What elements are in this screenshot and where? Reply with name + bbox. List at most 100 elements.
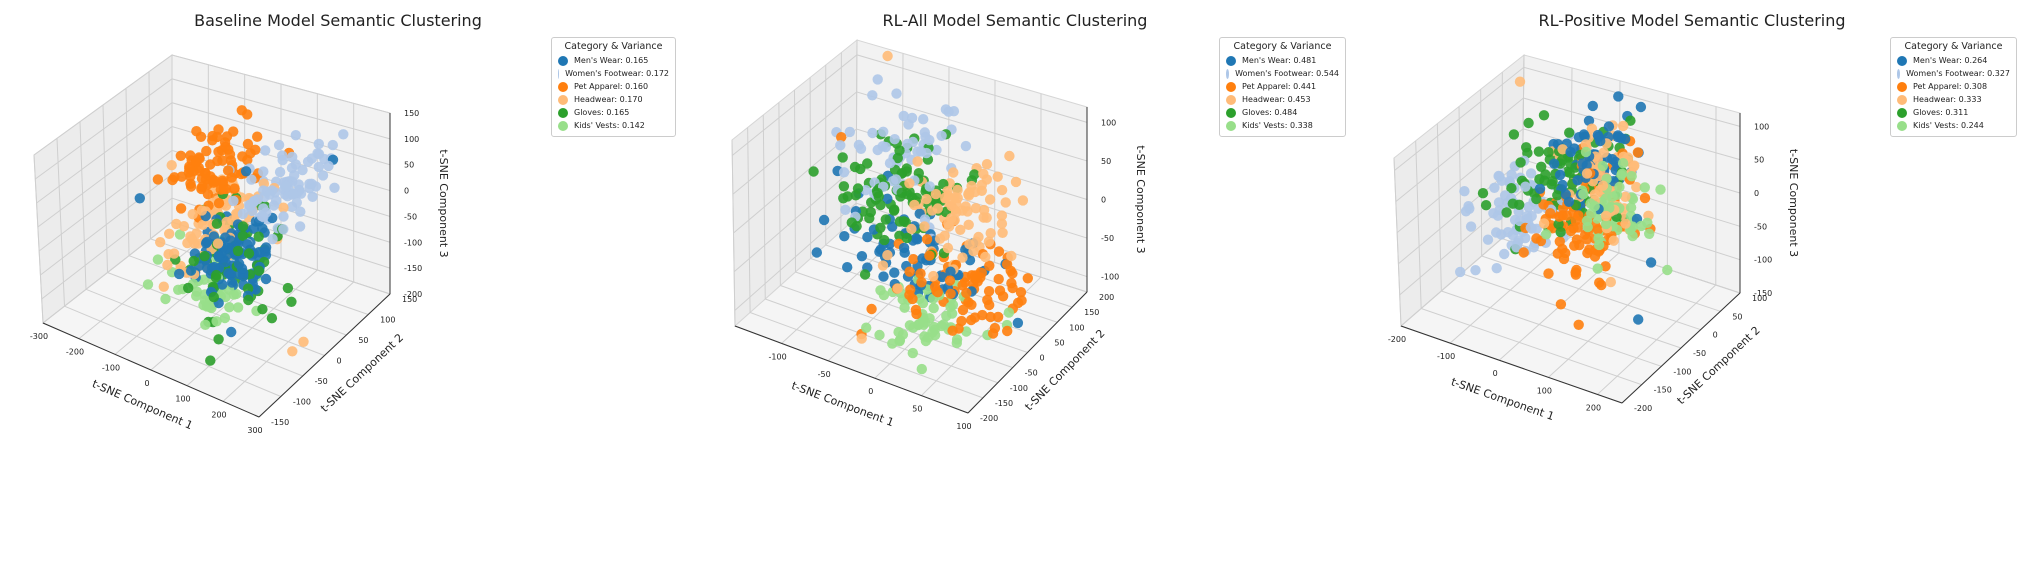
scatter-point xyxy=(911,308,922,320)
legend-label: Men's Wear: 0.264 xyxy=(1913,56,1988,65)
scatter-point xyxy=(838,167,850,178)
x-axis-line xyxy=(734,325,969,414)
scatter-point xyxy=(217,175,228,186)
scatter-point xyxy=(901,232,913,244)
x-tick-label: -200 xyxy=(1388,335,1406,344)
x-tick-label: 100 xyxy=(956,422,971,431)
legend: Category & Variance Men's Wear: 0.481 Wo… xyxy=(1219,37,1346,137)
scatter-point xyxy=(894,336,905,347)
scatter-point xyxy=(947,299,959,311)
scatter-point xyxy=(1552,248,1563,259)
scatter-point xyxy=(286,296,297,307)
scatter-point xyxy=(1572,222,1584,233)
y-tick-label: -150 xyxy=(995,399,1013,408)
scatter-point xyxy=(1581,168,1593,179)
scatter-point xyxy=(996,184,1008,196)
scatter-point xyxy=(898,110,909,122)
scatter-point xyxy=(907,347,918,359)
scatter-point xyxy=(1600,261,1611,272)
scatter-point xyxy=(889,204,900,215)
scatter-point xyxy=(970,203,982,214)
legend-label: Men's Wear: 0.481 xyxy=(1242,56,1317,65)
scatter-point xyxy=(1636,220,1647,232)
scatter-point xyxy=(983,236,995,247)
scatter-point xyxy=(969,169,980,180)
scatter-point xyxy=(838,181,850,192)
scatter-point xyxy=(1625,202,1637,213)
scatter-point xyxy=(945,288,956,299)
scatter-point xyxy=(851,221,862,232)
scatter-point xyxy=(844,126,855,138)
scatter-point xyxy=(962,206,973,217)
scatter-point xyxy=(940,192,951,203)
y-axis-line xyxy=(1621,292,1741,404)
scatter-point xyxy=(860,185,871,196)
scatter-point xyxy=(1543,147,1554,158)
legend: Category & Variance Men's Wear: 0.165 Wo… xyxy=(551,37,676,137)
scatter-point xyxy=(904,289,915,301)
scatter-point xyxy=(879,234,890,246)
scatter-point xyxy=(295,188,307,199)
scatter-point xyxy=(197,219,209,230)
scatter-point xyxy=(338,129,349,140)
gridline-z xyxy=(1396,128,1741,234)
chart-panel-rl-all: RL-All Model Semantic Clustering -100 -50 0… xyxy=(677,0,1354,568)
scatter-point xyxy=(225,269,236,280)
y-tick-label: -150 xyxy=(271,418,289,427)
scatter-point xyxy=(865,206,876,218)
scatter-point xyxy=(882,250,893,261)
scatter-point xyxy=(993,273,1004,285)
scatter-point xyxy=(1635,101,1647,113)
scatter-point xyxy=(862,231,873,243)
legend-swatch xyxy=(558,120,568,131)
legend-swatch xyxy=(1897,55,1907,66)
legend-swatch xyxy=(558,94,568,105)
scatter-point xyxy=(307,191,318,202)
scatter-point xyxy=(861,322,872,333)
chart-title: RL-All Model Semantic Clustering xyxy=(883,11,1148,30)
scatter-point xyxy=(996,218,1008,229)
scatter-point xyxy=(1611,189,1623,200)
legend-swatch xyxy=(1226,94,1236,105)
scatter-point xyxy=(1538,199,1549,210)
z-tick-label: 0 xyxy=(404,187,409,196)
scatter-point xyxy=(1605,276,1616,288)
scatter-point xyxy=(240,166,252,177)
scatter-point xyxy=(313,161,324,173)
legend-swatch xyxy=(1226,68,1230,79)
scatter-point xyxy=(1520,181,1531,192)
z-tick-label: 50 xyxy=(1754,156,1764,165)
z-tick-label: -50 xyxy=(404,212,417,221)
scatter-point xyxy=(226,277,238,288)
scatter-point xyxy=(208,291,219,303)
legend-label: Women's Footwear: 0.327 xyxy=(1906,69,2010,78)
scatter-point xyxy=(992,311,1004,323)
scatter-point xyxy=(199,251,210,262)
z-tick-label: -50 xyxy=(1101,234,1114,243)
scatter-point xyxy=(189,238,200,249)
z-tick-label: -200 xyxy=(404,290,422,299)
scatter-point xyxy=(237,230,249,241)
scatter-point xyxy=(936,130,947,141)
scatter-point xyxy=(287,151,298,163)
scatter-point xyxy=(921,234,933,245)
scatter-point xyxy=(1578,188,1589,200)
scatter-point xyxy=(1597,160,1608,172)
scatter-point xyxy=(242,239,253,250)
scatter-point xyxy=(1612,131,1624,143)
scatter-point xyxy=(152,254,164,265)
scatter-point xyxy=(211,131,223,143)
z-axis-label: t-SNE Component 3 xyxy=(437,149,450,257)
scatter-point xyxy=(1632,147,1644,158)
scatter-point xyxy=(183,282,194,294)
scatter-point xyxy=(195,131,207,142)
scatter-point xyxy=(1614,181,1625,193)
gridline-z xyxy=(732,91,1088,195)
legend-item: Pet Apparel: 0.160 xyxy=(558,80,669,93)
scatter-point xyxy=(996,210,1008,221)
legend-swatch xyxy=(1897,94,1907,105)
scatter-point xyxy=(1506,183,1517,194)
z-tick-label: -150 xyxy=(404,264,422,273)
scatter-point xyxy=(1603,121,1615,132)
scatter-point xyxy=(260,273,272,285)
